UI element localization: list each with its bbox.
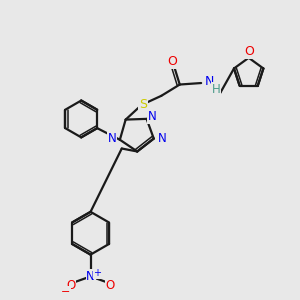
Text: N: N [158,132,167,145]
Text: H: H [212,83,220,96]
Text: N: N [205,75,214,88]
Text: O: O [67,279,76,292]
Text: O: O [105,279,115,292]
Text: O: O [167,56,177,68]
Text: S: S [139,98,147,111]
Text: +: + [93,268,101,278]
Text: O: O [244,45,254,58]
Text: N: N [86,269,95,283]
Text: −: − [61,287,70,297]
Text: N: N [148,110,157,123]
Text: N: N [108,132,116,146]
